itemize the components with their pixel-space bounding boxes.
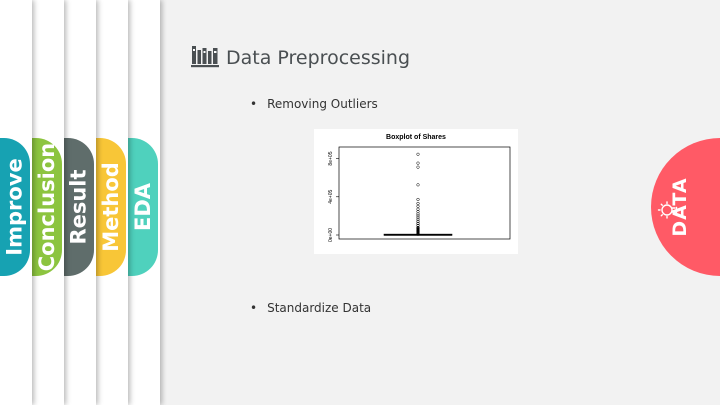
y-tick-label: 4e+05 (328, 190, 334, 204)
plot-frame (338, 146, 511, 240)
outlier-point (416, 226, 420, 230)
page-title: Data Preprocessing (226, 47, 411, 69)
bullet-dot: • (250, 97, 258, 111)
tab-conclusion[interactable]: Conclusion (32, 138, 62, 276)
tab-conclusion-label: Conclusion (35, 142, 59, 272)
y-axis: 0e+00 4e+05 8e+05 (328, 151, 339, 242)
outlier-point (416, 152, 420, 156)
y-tick-label: 8e+05 (328, 151, 334, 165)
outlier-point (416, 165, 420, 169)
outlier-points (416, 152, 420, 236)
y-tick-label: 0e+00 (328, 228, 334, 242)
outlier-point (416, 218, 420, 222)
outlier-point (416, 214, 420, 218)
boxplot-figure: Boxplot of Shares 0e+00 4e+05 8e+05 (314, 129, 518, 254)
tab-improve[interactable]: Improve (0, 138, 30, 276)
books-icon (191, 46, 219, 68)
outlier-point (416, 201, 420, 206)
bullet-item: • Removing Outliers (250, 97, 378, 111)
tab-method[interactable]: Method (96, 138, 126, 276)
outlier-point (416, 220, 420, 224)
bullet-dot: • (250, 301, 258, 315)
tab-result[interactable]: Result (64, 138, 94, 276)
badge-label: DATA (669, 177, 691, 237)
tab-result-label: Result (67, 169, 92, 245)
outlier-point (416, 183, 420, 187)
tab-improve-label: Improve (3, 158, 28, 256)
outlier-point (416, 197, 420, 202)
lightbulb-icon (657, 201, 678, 219)
outlier-point (416, 216, 420, 220)
tab-method-label: Method (99, 162, 123, 252)
bullet-text: Standardize Data (267, 301, 372, 315)
outlier-point (416, 212, 420, 216)
chart-title: Boxplot of Shares (386, 134, 446, 141)
tab-eda-label: EDA (131, 182, 155, 232)
outlier-point (416, 161, 420, 165)
boxplot-chart: Boxplot of Shares 0e+00 4e+05 8e+05 (328, 134, 511, 242)
outlier-point (416, 204, 420, 208)
bullet-text: Removing Outliers (267, 97, 378, 111)
outlier-point (416, 221, 420, 226)
slide-title: Data Preprocessing (191, 44, 410, 68)
bullet-item: • Standardize Data (250, 301, 371, 315)
tab-eda[interactable]: EDA (128, 138, 158, 276)
